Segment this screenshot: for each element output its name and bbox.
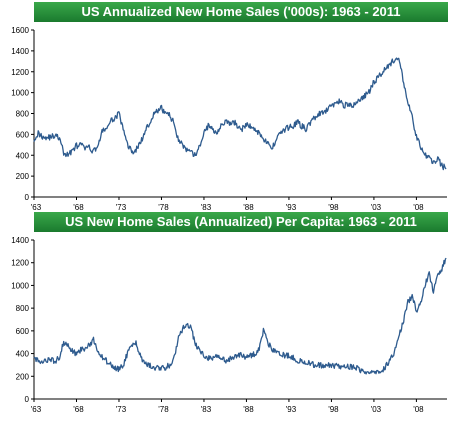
y-tick-label: 800 bbox=[16, 304, 30, 313]
per-capita-line-chart: 0 200 400 600 800 1000 1200 1400 '63 '68 '73 '78 '83… bbox=[11, 236, 447, 414]
y-tick-label: 0 bbox=[25, 193, 30, 202]
series-line bbox=[33, 257, 447, 375]
series-line bbox=[33, 57, 447, 171]
y-tick-label: 0 bbox=[25, 395, 30, 404]
y-tick-label: 1600 bbox=[11, 26, 29, 35]
x-tick-label: '93 bbox=[286, 405, 297, 414]
y-tick-label: 400 bbox=[16, 350, 30, 359]
y-tick-label: 200 bbox=[16, 372, 30, 381]
y-tick-label: 1200 bbox=[11, 68, 29, 77]
chart-title: US Annualized New Home Sales ('000s): 19… bbox=[34, 2, 448, 22]
y-tick-label: 800 bbox=[16, 110, 30, 119]
x-tick-label: '88 bbox=[243, 203, 254, 212]
y-tick-label: 600 bbox=[16, 327, 30, 336]
chart-title: US New Home Sales (Annualized) Per Capit… bbox=[34, 212, 448, 232]
new-home-sales-line-chart: 0 200 400 600 800 1000 1200 1400 1600 '63 '68 '73 '7… bbox=[11, 26, 447, 212]
x-tick-label: '93 bbox=[286, 203, 297, 212]
x-tick-label: '83 bbox=[201, 203, 212, 212]
x-tick-label: '73 bbox=[116, 405, 127, 414]
x-tick-label: '68 bbox=[73, 203, 84, 212]
chart-panel-new-home-sales: US Annualized New Home Sales ('000s): 19… bbox=[0, 0, 451, 212]
x-tick-label: '78 bbox=[158, 405, 169, 414]
y-tick-label: 1000 bbox=[11, 89, 29, 98]
y-tick-label: 200 bbox=[16, 172, 30, 181]
x-tick-label: '08 bbox=[413, 405, 424, 414]
y-tick-label: 1400 bbox=[11, 47, 29, 56]
y-tick-label: 400 bbox=[16, 151, 30, 160]
x-tick-label: '08 bbox=[413, 203, 424, 212]
x-tick-label: '03 bbox=[371, 203, 382, 212]
chart-panel-per-capita: US New Home Sales (Annualized) Per Capit… bbox=[0, 210, 451, 422]
x-tick-label: '63 bbox=[31, 405, 42, 414]
y-tick-label: 1000 bbox=[11, 281, 29, 290]
y-tick-label: 1400 bbox=[11, 236, 29, 245]
x-tick-label: '98 bbox=[328, 203, 339, 212]
x-tick-label: '73 bbox=[116, 203, 127, 212]
y-tick-label: 600 bbox=[16, 130, 30, 139]
x-tick-label: '03 bbox=[371, 405, 382, 414]
x-tick-label: '63 bbox=[31, 203, 42, 212]
x-tick-label: '83 bbox=[201, 405, 212, 414]
y-tick-label: 1200 bbox=[11, 259, 29, 268]
x-tick-label: '68 bbox=[73, 405, 84, 414]
x-tick-label: '88 bbox=[243, 405, 254, 414]
x-tick-label: '78 bbox=[158, 203, 169, 212]
x-tick-label: '98 bbox=[328, 405, 339, 414]
